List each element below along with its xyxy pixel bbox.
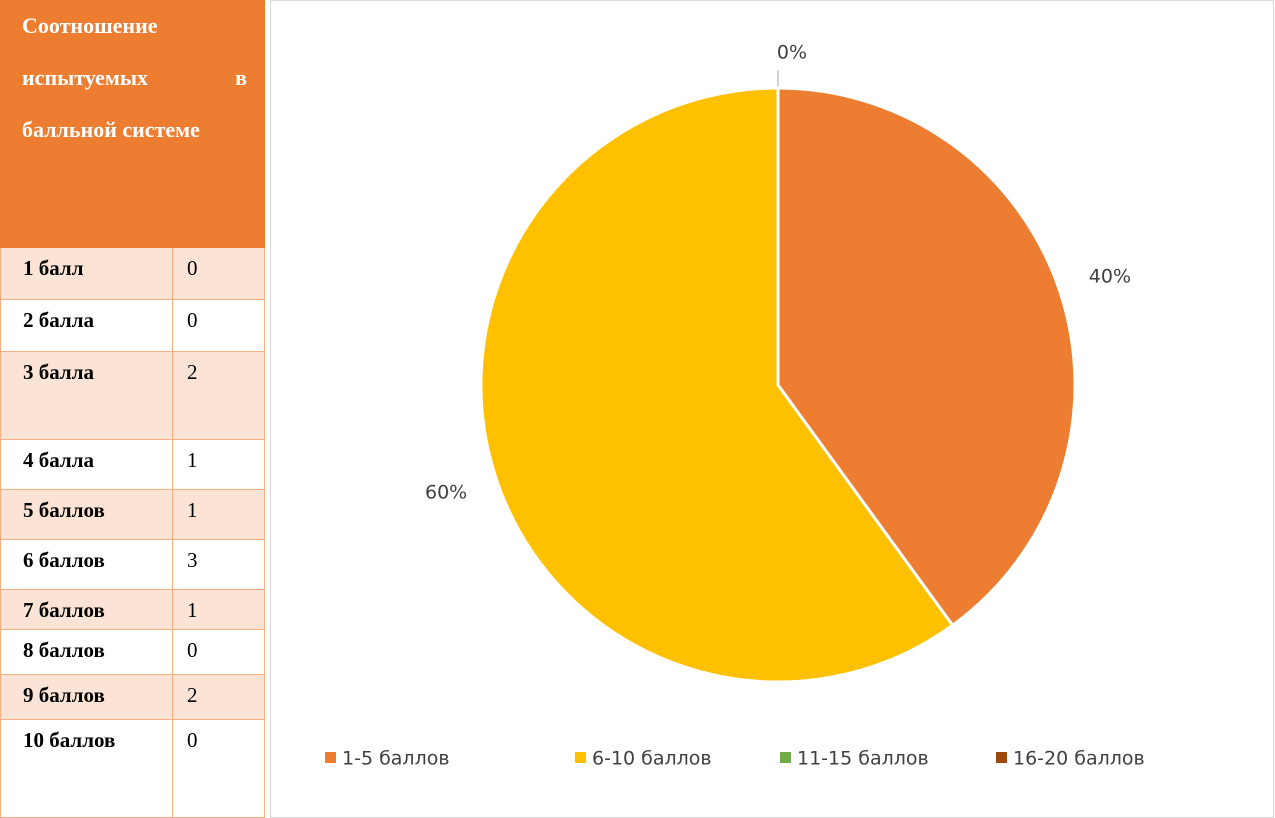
table-cell: 4 балла: [0, 440, 173, 489]
table-cell: 0: [173, 720, 265, 817]
table-cell: 2 балла: [0, 300, 173, 351]
table-cell: 3: [173, 540, 265, 589]
table-row: 10 баллов 0: [0, 720, 265, 818]
table-row: 3 балла 2: [0, 352, 265, 440]
table-cell: 0: [173, 630, 265, 674]
table-row: 7 баллов 1: [0, 590, 265, 630]
pie-slice: [776, 86, 1077, 628]
table-row: 1 балл 0: [0, 248, 265, 300]
legend-swatch: [575, 752, 586, 763]
pie-slice: [479, 86, 955, 684]
table-cell: 0: [173, 300, 265, 351]
legend-label: 11-15 баллов: [797, 748, 929, 770]
table-row: 5 баллов 1: [0, 490, 265, 540]
table-cell: 2: [173, 352, 265, 439]
table-cell: 0: [173, 248, 265, 299]
table-cell: 10 баллов: [0, 720, 173, 817]
legend-swatch: [325, 752, 336, 763]
table-cell: 1: [173, 590, 265, 629]
table-row: 8 баллов 0: [0, 630, 265, 675]
table-row: 6 баллов 3: [0, 540, 265, 590]
table-cell: 5 баллов: [0, 490, 173, 539]
table-cell: 6 баллов: [0, 540, 173, 589]
table-row: 9 баллов 2: [0, 675, 265, 720]
table-cell: 9 баллов: [0, 675, 173, 719]
legend-swatch: [996, 752, 1007, 763]
table-header: Соотношение испытуемых в балльной систем…: [0, 0, 265, 248]
legend-label: 1-5 баллов: [342, 748, 450, 770]
table-cell: 1: [173, 490, 265, 539]
chart: 40% 60% 0% 1-5 баллов 6-10 баллов 11-15 балло…: [270, 0, 1274, 818]
table-cell: 1: [173, 440, 265, 489]
table-cell: 7 баллов: [0, 590, 173, 629]
legend-label: 16-20 баллов: [1013, 748, 1145, 770]
data-label: 0%: [777, 42, 807, 64]
table-cell: 3 балла: [0, 352, 173, 439]
table-row: 4 балла 1: [0, 440, 265, 490]
legend-label: 6-10 баллов: [592, 748, 712, 770]
score-table: Соотношение испытуемых в балльной систем…: [0, 0, 265, 818]
legend-swatch: [780, 752, 791, 763]
table-cell: 1 балл: [0, 248, 173, 299]
data-label: 40%: [1089, 266, 1131, 288]
data-label: 60%: [425, 481, 467, 503]
table-cell: 2: [173, 675, 265, 719]
table-row: 2 балла 0: [0, 300, 265, 352]
table-cell: 8 баллов: [0, 630, 173, 674]
